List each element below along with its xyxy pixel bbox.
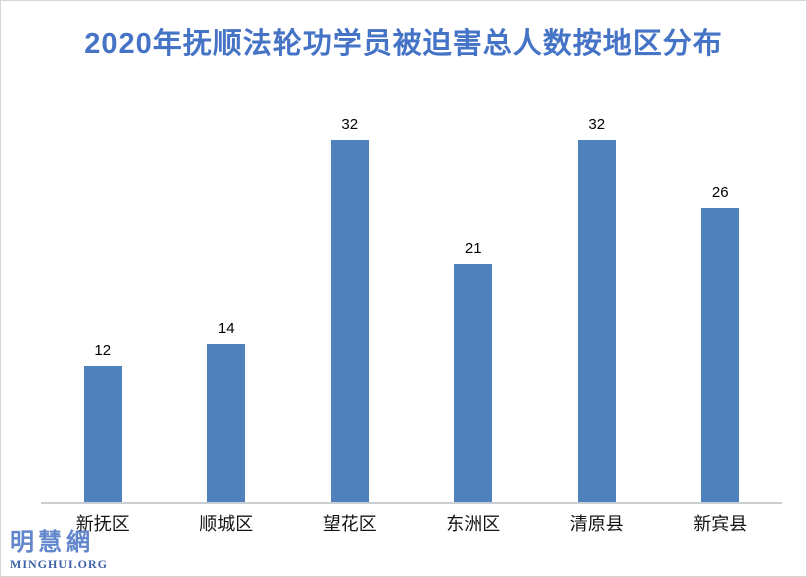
x-axis-label: 新抚区 — [75, 514, 130, 535]
x-axis-label: 新宾县 — [693, 514, 748, 535]
chart-title: 2020年抚顺法轮功学员被迫害总人数按地区分布 — [84, 28, 723, 60]
bar-value-label: 26 — [711, 184, 729, 201]
logo-chinese-text: 明慧網 — [10, 529, 94, 556]
bar-group: 32 — [288, 102, 412, 502]
bar — [207, 344, 246, 502]
bar — [454, 264, 493, 502]
bar — [577, 140, 616, 502]
bar-group: 14 — [165, 102, 289, 502]
bar-group: 32 — [535, 102, 659, 502]
x-axis-line — [41, 502, 782, 504]
bars-area: 12 14 32 21 32 26 — [41, 102, 782, 502]
bar-value-label: 32 — [588, 116, 606, 133]
bar — [701, 208, 740, 502]
x-axis-label: 望花区 — [322, 514, 377, 535]
bar — [83, 366, 122, 502]
bar — [330, 140, 369, 502]
bar-group: 21 — [412, 102, 536, 502]
x-axis-labels: 新抚区 顺城区 望花区 东洲区 清原县 新宾县 — [41, 510, 782, 536]
minghui-logo: 明慧網 MINGHUI.ORG — [10, 529, 108, 571]
bar-value-label: 14 — [217, 320, 235, 337]
bar-group: 26 — [659, 102, 783, 502]
x-axis-label: 清原县 — [569, 514, 624, 535]
bar-value-label: 12 — [94, 342, 112, 359]
x-axis-label: 顺城区 — [199, 514, 254, 535]
x-axis-label: 东洲区 — [446, 514, 501, 535]
bar-value-label: 32 — [341, 116, 359, 133]
bar-value-label: 21 — [464, 240, 482, 257]
bar-group: 12 — [41, 102, 165, 502]
logo-latin-text: MINGHUI.ORG — [10, 557, 108, 571]
